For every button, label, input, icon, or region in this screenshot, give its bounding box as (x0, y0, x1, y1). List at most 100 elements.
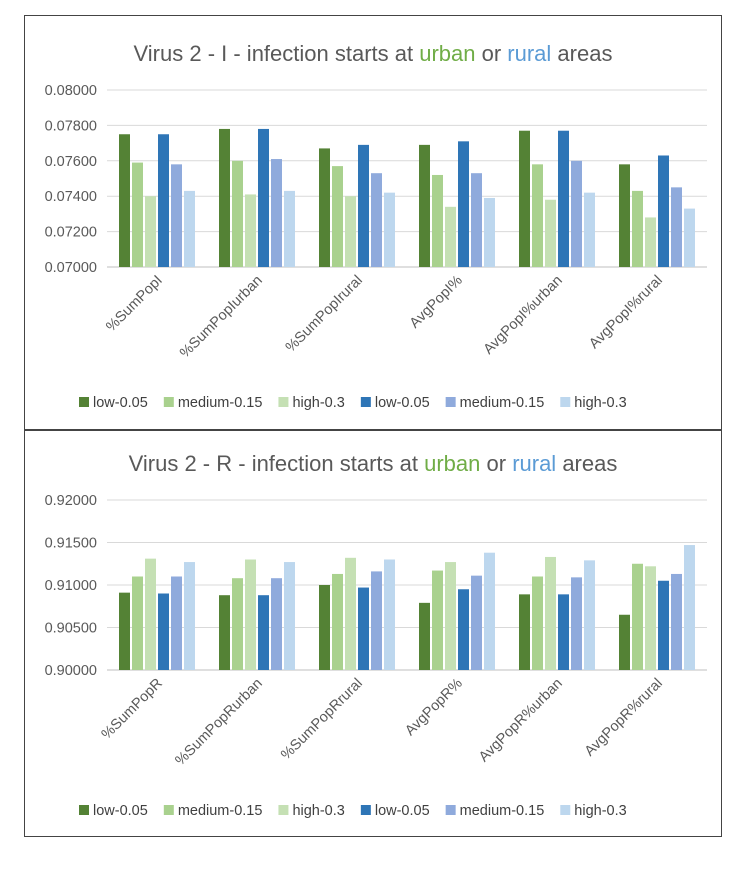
x-category-label: AvgPopR% (402, 675, 466, 739)
bar (619, 614, 630, 670)
bar (258, 595, 269, 670)
x-category-label: %SumPopRurban (172, 676, 265, 769)
y-tick-label: 0.92000 (45, 493, 97, 509)
y-tick-label: 0.07000 (45, 260, 97, 276)
bar (358, 144, 369, 267)
bar (671, 187, 682, 267)
bar (445, 562, 456, 670)
x-category-label: %SumPopI (103, 273, 166, 336)
legend-swatch (360, 397, 371, 407)
bar (484, 552, 495, 670)
bar (184, 190, 195, 267)
bar (545, 556, 556, 670)
bar (519, 594, 530, 670)
chart-infected: Virus 2 - I - infection starts at urban … (45, 41, 707, 411)
bar (232, 160, 243, 267)
bar (432, 174, 443, 267)
legend-label: medium-0.15 (460, 803, 545, 819)
chart-panel-recovered: Virus 2 - R - infection starts at urban … (24, 430, 722, 837)
bar (371, 173, 382, 267)
bar (158, 134, 169, 267)
bar (484, 197, 495, 267)
legend-label: medium-0.15 (460, 395, 545, 411)
bar (171, 164, 182, 267)
bar (658, 580, 669, 670)
chart-title-part: Virus 2 - I - infection starts at (134, 41, 420, 66)
x-category-label: %SumPopRrural (278, 676, 366, 764)
bar (332, 573, 343, 670)
bar (671, 573, 682, 670)
bar (571, 160, 582, 267)
legend-swatch (79, 397, 89, 407)
bar (319, 585, 330, 670)
bar (284, 562, 295, 670)
x-category-label: AvgPopI%urban (481, 273, 566, 358)
bar (232, 578, 243, 670)
legend-swatch (445, 397, 456, 407)
bar (571, 577, 582, 670)
legend-label: low-0.05 (93, 395, 148, 411)
legend-label: low-0.05 (375, 803, 430, 819)
legend-swatch (360, 805, 371, 815)
bar (245, 194, 256, 267)
bar (284, 190, 295, 267)
x-category-label: %SumPopIurban (177, 273, 266, 362)
bar (345, 196, 356, 267)
y-tick-label: 0.07600 (45, 154, 97, 170)
bar (432, 570, 443, 670)
legend-swatch (79, 805, 89, 815)
legend-swatch (560, 397, 571, 407)
chart-recovered: Virus 2 - R - infection starts at urban … (45, 451, 707, 819)
bar (519, 130, 530, 267)
legend-swatch (445, 805, 456, 815)
bar (145, 196, 156, 267)
bar (471, 173, 482, 267)
bar (132, 162, 143, 267)
bar (545, 199, 556, 267)
legend-swatch (278, 805, 289, 815)
bar (219, 128, 230, 267)
bar (584, 192, 595, 267)
legend-swatch (163, 397, 174, 407)
bar (358, 587, 369, 670)
y-tick-label: 0.08000 (45, 83, 97, 99)
chart-title-part: or (476, 41, 508, 66)
bar (319, 148, 330, 267)
bar (645, 217, 656, 267)
y-tick-label: 0.07800 (45, 118, 97, 134)
chart-title: Virus 2 - R - infection starts at urban … (129, 451, 618, 476)
bar (171, 576, 182, 670)
bar (619, 164, 630, 267)
legend-label: medium-0.15 (178, 395, 263, 411)
bar (184, 562, 195, 670)
chart-title: Virus 2 - I - infection starts at urban … (134, 41, 613, 66)
x-category-label: AvgPopI% (407, 272, 466, 331)
x-category-label: %SumPopR (99, 676, 166, 743)
bar (445, 206, 456, 267)
bar (584, 560, 595, 670)
y-tick-label: 0.90500 (45, 621, 97, 637)
bar (645, 566, 656, 670)
bar (119, 134, 130, 267)
bar (345, 557, 356, 670)
legend-label: low-0.05 (93, 803, 148, 819)
x-category-label: AvgPopR%rural (582, 676, 666, 760)
bar (132, 576, 143, 670)
bar (658, 155, 669, 267)
x-category-label: AvgPopR%urban (476, 676, 566, 766)
legend-label: high-0.3 (574, 803, 626, 819)
legend-label: high-0.3 (574, 395, 626, 411)
bar (471, 575, 482, 670)
legend-label: high-0.3 (292, 395, 344, 411)
legend-label: medium-0.15 (178, 803, 263, 819)
y-tick-label: 0.91000 (45, 578, 97, 594)
bar (558, 594, 569, 670)
bar (458, 589, 469, 670)
chart-title-part: rural (512, 451, 556, 476)
x-category-label: AvgPopI%rural (586, 273, 666, 353)
chart-title-part: areas (551, 41, 612, 66)
bar (384, 559, 395, 670)
bar (332, 166, 343, 267)
bar (458, 141, 469, 267)
chart-title-part: or (480, 451, 512, 476)
